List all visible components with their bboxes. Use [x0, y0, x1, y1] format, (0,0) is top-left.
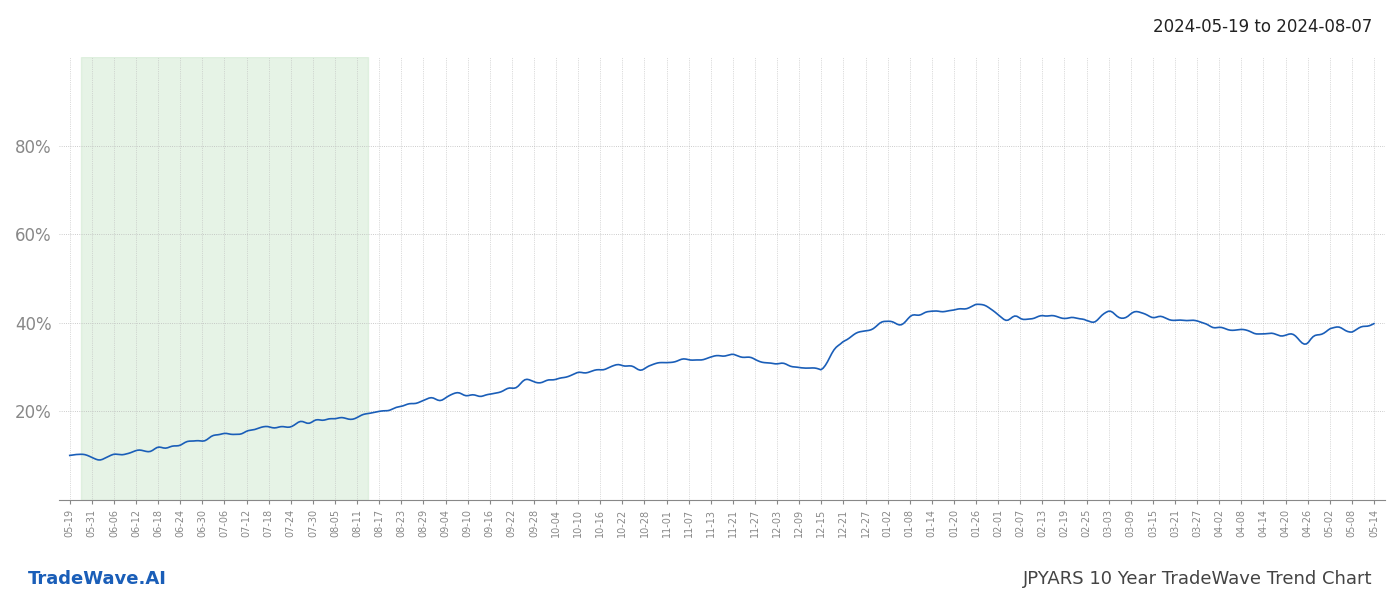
Text: TradeWave.AI: TradeWave.AI: [28, 570, 167, 588]
Text: JPYARS 10 Year TradeWave Trend Chart: JPYARS 10 Year TradeWave Trend Chart: [1022, 570, 1372, 588]
Text: 2024-05-19 to 2024-08-07: 2024-05-19 to 2024-08-07: [1152, 18, 1372, 36]
Bar: [81, 57, 368, 500]
